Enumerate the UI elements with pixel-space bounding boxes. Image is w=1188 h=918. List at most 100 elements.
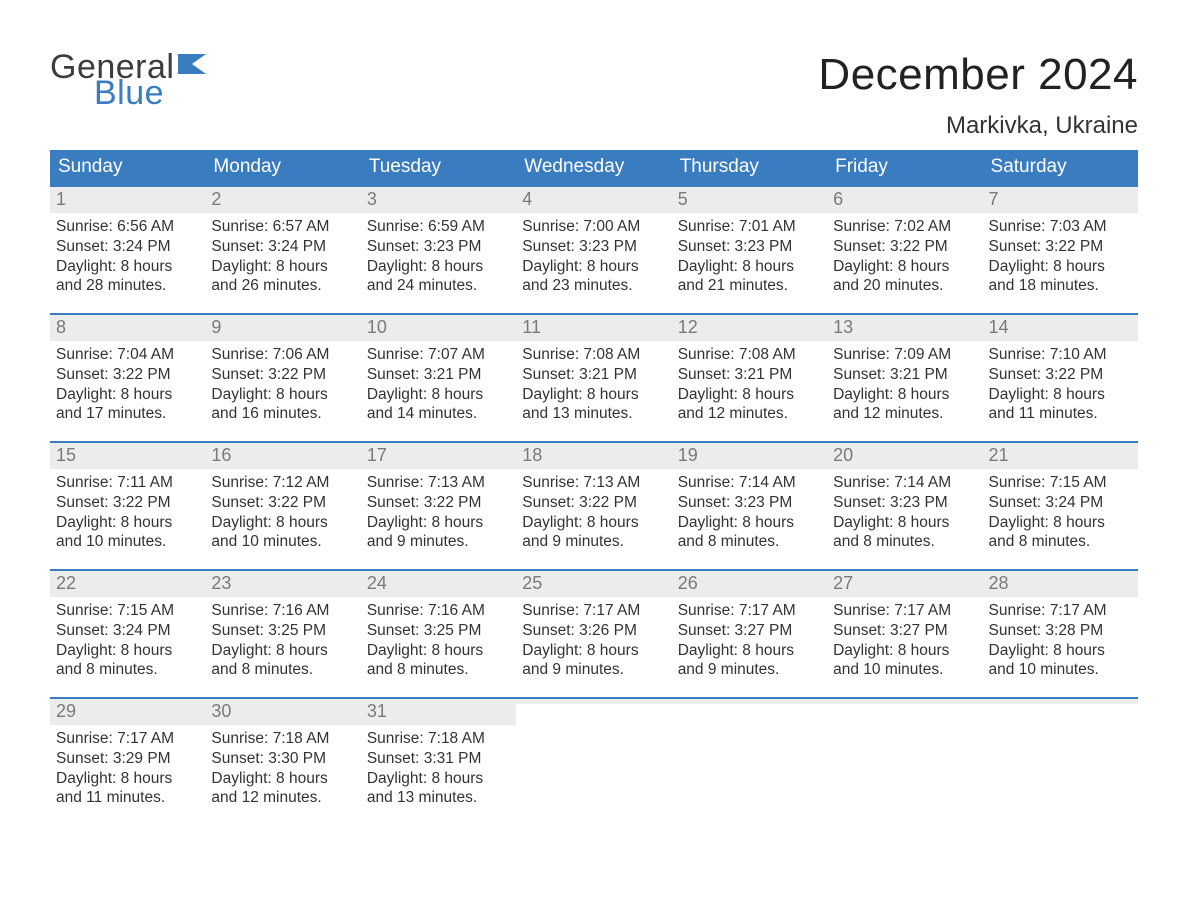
weekday-header: Tuesday [361, 150, 516, 185]
daylight-line: Daylight: 8 hours [833, 257, 976, 277]
calendar-day: 13Sunrise: 7:09 AMSunset: 3:21 PMDayligh… [827, 315, 982, 441]
daylight-line: and 11 minutes. [56, 788, 199, 808]
calendar-day: 12Sunrise: 7:08 AMSunset: 3:21 PMDayligh… [672, 315, 827, 441]
daylight-line: and 8 minutes. [833, 532, 976, 552]
day-number: 29 [50, 699, 205, 725]
sunset-line: Sunset: 3:23 PM [522, 237, 665, 257]
daylight-line: Daylight: 8 hours [833, 641, 976, 661]
day-details: Sunrise: 7:16 AMSunset: 3:25 PMDaylight:… [361, 597, 516, 686]
brand-word-2: Blue [94, 76, 210, 110]
daylight-line: Daylight: 8 hours [211, 641, 354, 661]
sunset-line: Sunset: 3:30 PM [211, 749, 354, 769]
daylight-line: and 24 minutes. [367, 276, 510, 296]
sunset-line: Sunset: 3:22 PM [211, 365, 354, 385]
sunrise-line: Sunrise: 7:17 AM [56, 729, 199, 749]
daylight-line: Daylight: 8 hours [678, 257, 821, 277]
daylight-line: and 9 minutes. [522, 532, 665, 552]
day-number: 22 [50, 571, 205, 597]
sunrise-line: Sunrise: 7:17 AM [522, 601, 665, 621]
daylight-line: and 10 minutes. [989, 660, 1132, 680]
location-label: Markivka, Ukraine [818, 112, 1138, 140]
sunset-line: Sunset: 3:21 PM [678, 365, 821, 385]
day-number: 8 [50, 315, 205, 341]
daylight-line: and 10 minutes. [211, 532, 354, 552]
day-number: 15 [50, 443, 205, 469]
sunrise-line: Sunrise: 7:12 AM [211, 473, 354, 493]
calendar-day: 10Sunrise: 7:07 AMSunset: 3:21 PMDayligh… [361, 315, 516, 441]
calendar-day: 15Sunrise: 7:11 AMSunset: 3:22 PMDayligh… [50, 443, 205, 569]
day-details: Sunrise: 7:00 AMSunset: 3:23 PMDaylight:… [516, 213, 671, 302]
calendar-day [516, 699, 671, 825]
calendar-day: 8Sunrise: 7:04 AMSunset: 3:22 PMDaylight… [50, 315, 205, 441]
sunrise-line: Sunrise: 7:14 AM [833, 473, 976, 493]
sunrise-line: Sunrise: 7:15 AM [989, 473, 1132, 493]
daylight-line: and 10 minutes. [56, 532, 199, 552]
sunrise-line: Sunrise: 7:02 AM [833, 217, 976, 237]
sunrise-line: Sunrise: 7:00 AM [522, 217, 665, 237]
day-details: Sunrise: 7:17 AMSunset: 3:26 PMDaylight:… [516, 597, 671, 686]
day-details: Sunrise: 7:07 AMSunset: 3:21 PMDaylight:… [361, 341, 516, 430]
daylight-line: Daylight: 8 hours [989, 257, 1132, 277]
calendar-day: 20Sunrise: 7:14 AMSunset: 3:23 PMDayligh… [827, 443, 982, 569]
day-number: 7 [983, 187, 1138, 213]
day-details: Sunrise: 7:13 AMSunset: 3:22 PMDaylight:… [361, 469, 516, 558]
day-details: Sunrise: 7:17 AMSunset: 3:28 PMDaylight:… [983, 597, 1138, 686]
sunset-line: Sunset: 3:27 PM [833, 621, 976, 641]
day-number: 21 [983, 443, 1138, 469]
sunset-line: Sunset: 3:21 PM [522, 365, 665, 385]
sunrise-line: Sunrise: 7:09 AM [833, 345, 976, 365]
daylight-line: Daylight: 8 hours [211, 513, 354, 533]
sunrise-line: Sunrise: 7:07 AM [367, 345, 510, 365]
sunrise-line: Sunrise: 7:17 AM [833, 601, 976, 621]
calendar-day: 6Sunrise: 7:02 AMSunset: 3:22 PMDaylight… [827, 187, 982, 313]
day-number: 25 [516, 571, 671, 597]
day-details: Sunrise: 7:08 AMSunset: 3:21 PMDaylight:… [672, 341, 827, 430]
day-number: 27 [827, 571, 982, 597]
daylight-line: and 8 minutes. [989, 532, 1132, 552]
day-details: Sunrise: 7:14 AMSunset: 3:23 PMDaylight:… [827, 469, 982, 558]
day-details: Sunrise: 7:06 AMSunset: 3:22 PMDaylight:… [205, 341, 360, 430]
calendar-day: 27 Sunrise: 7:17 AMSunset: 3:27 PMDayligh… [827, 571, 982, 697]
sunset-line: Sunset: 3:22 PM [522, 493, 665, 513]
sunset-line: Sunset: 3:23 PM [367, 237, 510, 257]
weekday-header: Monday [205, 150, 360, 185]
sunset-line: Sunset: 3:22 PM [989, 237, 1132, 257]
sunrise-line: Sunrise: 7:15 AM [56, 601, 199, 621]
day-details: Sunrise: 6:59 AMSunset: 3:23 PMDaylight:… [361, 213, 516, 302]
sunrise-line: Sunrise: 7:06 AM [211, 345, 354, 365]
day-details: Sunrise: 7:17 AMSunset: 3:27 PMDaylight:… [672, 597, 827, 686]
sunset-line: Sunset: 3:29 PM [56, 749, 199, 769]
daylight-line: and 17 minutes. [56, 404, 199, 424]
sunrise-line: Sunrise: 7:17 AM [678, 601, 821, 621]
daylight-line: and 13 minutes. [522, 404, 665, 424]
sunrise-line: Sunrise: 7:11 AM [56, 473, 199, 493]
daylight-line: Daylight: 8 hours [989, 513, 1132, 533]
day-number: 16 [205, 443, 360, 469]
sunset-line: Sunset: 3:23 PM [678, 237, 821, 257]
daylight-line: and 9 minutes. [678, 660, 821, 680]
flag-icon [178, 52, 210, 78]
calendar-day: 9Sunrise: 7:06 AMSunset: 3:22 PMDaylight… [205, 315, 360, 441]
day-details: Sunrise: 7:18 AMSunset: 3:31 PMDaylight:… [361, 725, 516, 814]
day-details: Sunrise: 7:15 AMSunset: 3:24 PMDaylight:… [50, 597, 205, 686]
sunset-line: Sunset: 3:24 PM [989, 493, 1132, 513]
day-details: Sunrise: 7:16 AMSunset: 3:25 PMDaylight:… [205, 597, 360, 686]
calendar-day: 25Sunrise: 7:17 AMSunset: 3:26 PMDayligh… [516, 571, 671, 697]
daylight-line: and 23 minutes. [522, 276, 665, 296]
day-number: 2 [205, 187, 360, 213]
header: General Blue December 2024 Markivka, Ukr… [50, 50, 1138, 140]
day-number [983, 699, 1138, 704]
daylight-line: Daylight: 8 hours [989, 385, 1132, 405]
daylight-line: Daylight: 8 hours [833, 513, 976, 533]
day-number: 24 [361, 571, 516, 597]
day-number: 20 [827, 443, 982, 469]
sunrise-line: Sunrise: 7:16 AM [211, 601, 354, 621]
daylight-line: Daylight: 8 hours [211, 257, 354, 277]
sunset-line: Sunset: 3:28 PM [989, 621, 1132, 641]
day-number: 17 [361, 443, 516, 469]
sunrise-line: Sunrise: 7:18 AM [367, 729, 510, 749]
daylight-line: Daylight: 8 hours [367, 385, 510, 405]
daylight-line: and 13 minutes. [367, 788, 510, 808]
daylight-line: Daylight: 8 hours [678, 513, 821, 533]
daylight-line: and 12 minutes. [833, 404, 976, 424]
